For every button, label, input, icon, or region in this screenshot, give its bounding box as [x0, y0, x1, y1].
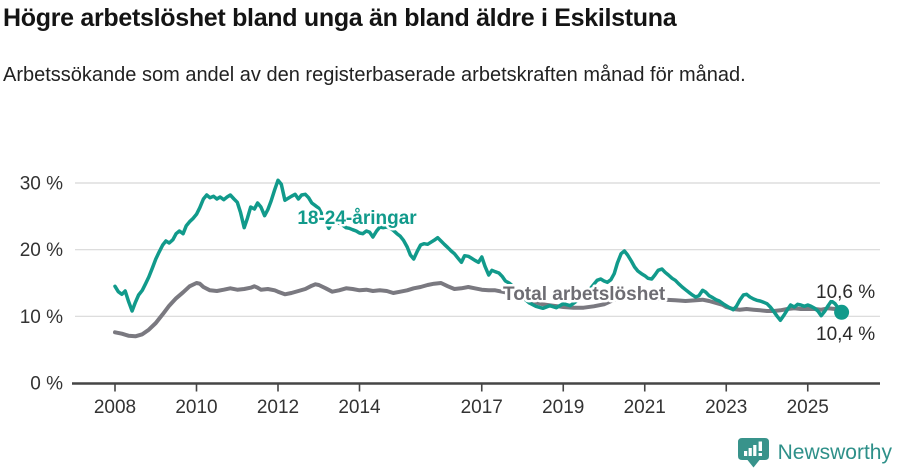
newsworthy-logo: Newsworthy [737, 437, 892, 469]
x-tick-label: 2008 [94, 397, 136, 418]
series-label-total: Total arbetslöshet [503, 284, 666, 305]
youth-unemployment-line [113, 178, 844, 323]
y-tick-label: 20 % [20, 240, 63, 261]
y-tick-label: 0 % [30, 374, 63, 395]
chart-subtitle: Arbetssökande som andel av den registerb… [3, 64, 746, 86]
x-tick-label: 2023 [705, 397, 747, 418]
gridlines [75, 182, 880, 317]
x-tick-label: 2025 [787, 397, 829, 418]
end-dot [834, 304, 850, 320]
newsworthy-wordmark: Newsworthy [777, 441, 892, 464]
page-title: Högre arbetslöshet bland unga än bland ä… [3, 4, 677, 32]
end-value-young: 10,6 % [816, 282, 875, 303]
x-tick-label: 2021 [624, 397, 666, 418]
y-tick-label: 30 % [20, 173, 63, 194]
x-tick-label: 2012 [257, 397, 299, 418]
y-tick-label: 10 % [20, 307, 63, 328]
x-tick-label: 2017 [461, 397, 503, 418]
bar-chart-speech-bubble-icon [737, 438, 769, 468]
y-axis-labels: 0 % 10 % 20 % 30 % [20, 173, 63, 394]
x-tick-label: 2014 [338, 397, 381, 418]
series-label-young: 18-24-åringar [297, 208, 417, 229]
end-value-total: 10,4 % [816, 324, 875, 345]
series-lines [113, 178, 850, 339]
x-tick-label: 2019 [542, 397, 584, 418]
x-axis: 2008 2010 2012 2014 2017 2019 2021 2023 2025 [72, 382, 880, 418]
x-tick-label: 2010 [175, 397, 217, 418]
